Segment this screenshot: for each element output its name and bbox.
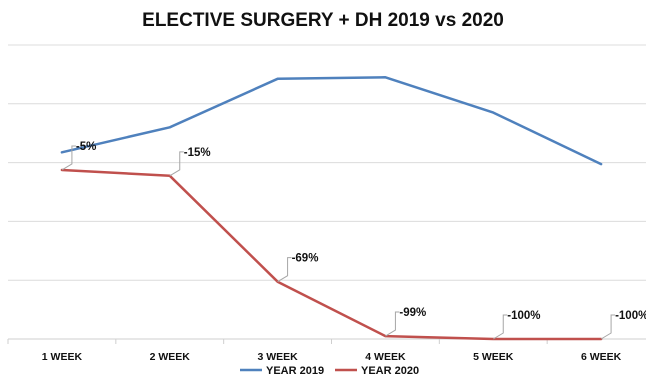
x-tick-label: 3 WEEK: [257, 351, 298, 363]
data-label: -100%: [507, 310, 540, 322]
data-label: -69%: [292, 253, 319, 265]
data-label: -99%: [399, 307, 426, 319]
data-label: -5%: [76, 141, 96, 153]
data-label: -15%: [184, 147, 211, 159]
x-tick-label: 6 WEEK: [581, 351, 622, 363]
data-label-leader: [600, 314, 616, 340]
series-line-2: [60, 168, 603, 341]
series-line-1: [60, 76, 603, 166]
series-lines: [60, 76, 603, 341]
data-label: -100%: [615, 310, 646, 322]
chart-title: ELECTIVE SURGERY + DH 2019 vs 2020: [142, 10, 504, 31]
legend-label: YEAR 2020: [361, 365, 419, 377]
data-label-leader: [61, 145, 76, 171]
gridlines: [8, 44, 646, 340]
x-tick-label: 5 WEEK: [473, 351, 514, 363]
legend: YEAR 2019 YEAR 2020: [240, 365, 419, 377]
x-axis-ticks: 1 WEEK 2 WEEK 3 WEEK 4 WEEK 5 WEEK 6 WEEK: [7, 339, 622, 363]
x-tick-label: 1 WEEK: [42, 351, 83, 363]
data-label-leader: [169, 151, 184, 177]
x-tick-label: 2 WEEK: [150, 351, 191, 363]
data-label-leader: [277, 257, 292, 283]
data-labels: -5% -15% -69% -99% -100% -100%: [61, 141, 646, 340]
data-label-leader: [492, 314, 508, 340]
x-tick-label: 4 WEEK: [365, 351, 406, 363]
data-label-leader: [385, 311, 400, 337]
legend-label: YEAR 2019: [266, 365, 324, 377]
